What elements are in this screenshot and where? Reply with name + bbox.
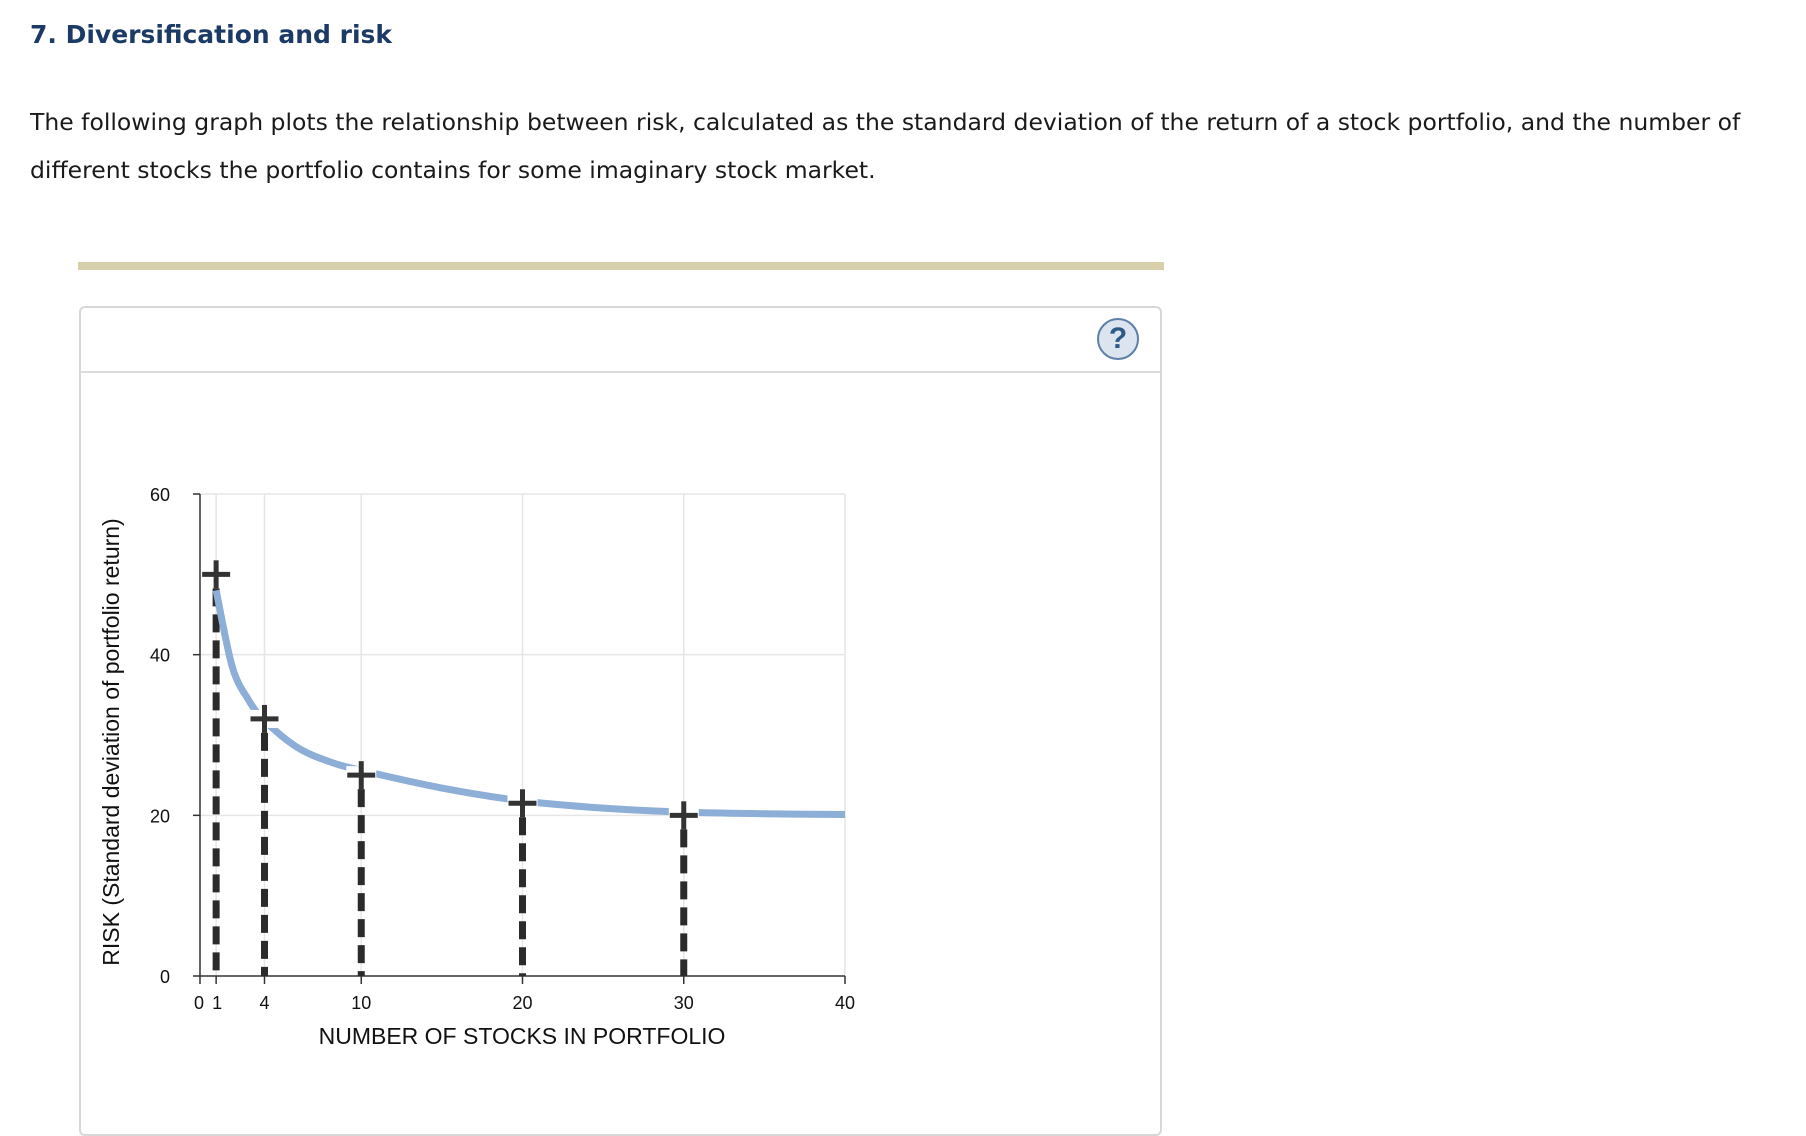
question-title: 7. Diversification and risk [30, 20, 393, 49]
marker-drop-lines [212, 588, 688, 976]
question-text: The following graph plots the relationsh… [30, 108, 1741, 184]
help-icon[interactable]: ? [1097, 318, 1139, 360]
x-tick-label: 40 [835, 993, 855, 1013]
x-tick-label: 1 [212, 993, 222, 1013]
x-tick-label: 0 [194, 993, 204, 1013]
x-tick-label: 10 [351, 993, 371, 1013]
x-tick-label: 30 [674, 993, 694, 1013]
y-tick-label: 60 [150, 485, 170, 505]
plus-marker[interactable] [201, 560, 232, 589]
graph-panel-header [81, 308, 1160, 373]
point-markers[interactable] [201, 560, 699, 830]
y-axis-title: RISK (Standard deviation of portfolio re… [98, 518, 124, 965]
x-tick-label: 20 [512, 993, 532, 1013]
divider-bar [78, 262, 1164, 270]
plus-marker[interactable] [249, 704, 280, 733]
y-tick-label: 20 [150, 806, 170, 826]
risk-curve-line [212, 589, 846, 819]
y-tick-label: 0 [160, 967, 170, 987]
y-tick-label: 40 [150, 646, 170, 666]
x-axis-title: NUMBER OF STOCKS IN PORTFOLIO [319, 1023, 726, 1049]
risk-curve [212, 589, 846, 819]
axis-labels: NUMBER OF STOCKS IN PORTFOLIO RISK (Stan… [98, 518, 725, 1049]
x-tick-label: 4 [259, 993, 269, 1013]
plus-marker[interactable] [346, 761, 377, 790]
plus-marker[interactable] [507, 789, 538, 818]
plus-marker[interactable] [668, 801, 699, 830]
